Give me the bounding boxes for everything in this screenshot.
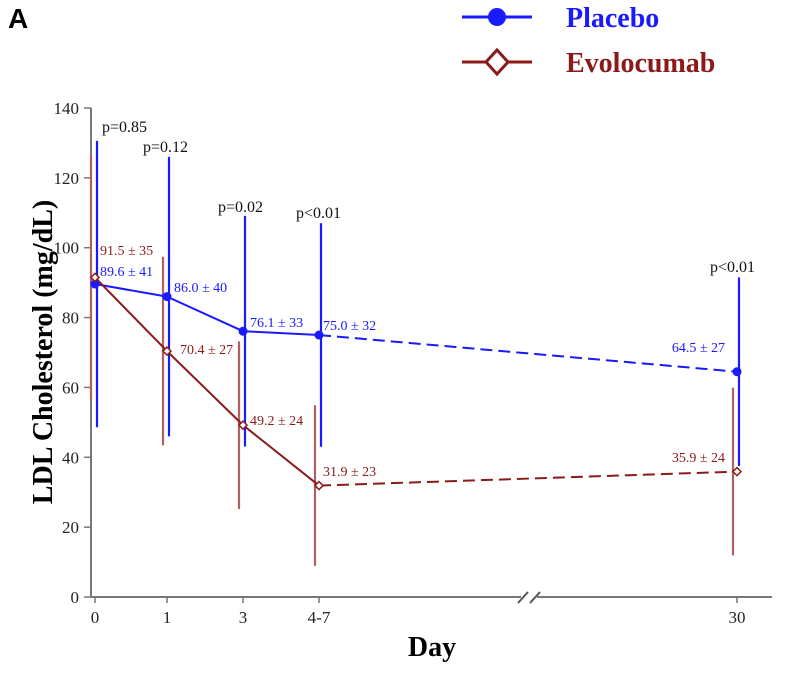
placebo-data-label: 75.0 ± 32 (323, 319, 376, 334)
y-tick-label: 140 (54, 99, 80, 118)
p-value-label: p<0.01 (710, 259, 755, 276)
legend: Placebo Evolocumab (462, 3, 715, 79)
evolocumab-data-label: 91.5 ± 35 (100, 244, 153, 259)
series-line-segment (94, 276, 168, 352)
evolocumab-point (313, 480, 325, 491)
legend-placebo-label: Placebo (566, 3, 659, 34)
axis-break-icon (517, 591, 541, 604)
filled-circle-icon (488, 8, 506, 26)
open-diamond-icon (483, 47, 511, 77)
y-tick-label: 120 (54, 169, 80, 188)
x-tick-label: 30 (729, 608, 746, 627)
placebo-data-label: 64.5 ± 27 (672, 341, 725, 356)
placebo-point (314, 330, 324, 340)
legend-item-evolocumab: Evolocumab (462, 47, 715, 79)
evolocumab-data-label: 70.4 ± 27 (180, 343, 233, 358)
series-line-segment (242, 424, 320, 487)
placebo-data-label: 76.1 ± 33 (250, 316, 303, 331)
placebo-point (162, 292, 172, 302)
evolocumab-point (237, 420, 249, 431)
y-ticks: 0 20 40 60 80 100 120 140 (54, 99, 91, 607)
evolocumab-data-label: 49.2 ± 24 (250, 414, 303, 429)
panel-label: A (8, 3, 28, 34)
evolocumab-point (161, 346, 173, 357)
y-tick-label: 80 (62, 309, 79, 328)
placebo-point (238, 326, 248, 336)
legend-evolocumab-label: Evolocumab (566, 48, 715, 79)
y-tick-label: 20 (62, 518, 79, 537)
series-line-segment (166, 350, 244, 426)
p-value-label: p=0.02 (218, 199, 263, 216)
series-line-segment (318, 334, 738, 373)
p-value-label: p<0.01 (296, 205, 341, 222)
y-tick-label: 40 (62, 448, 79, 467)
evolocumab-data-label: 31.9 ± 23 (323, 465, 376, 480)
series-line-segment (242, 330, 320, 337)
placebo-point (732, 367, 742, 377)
x-tick-label: 0 (91, 608, 100, 627)
x-tick-label: 1 (163, 608, 172, 627)
y-tick-label: 0 (71, 588, 80, 607)
series-line-segment (166, 295, 244, 333)
x-tick-label: 3 (239, 608, 248, 627)
series-line-segment (318, 470, 738, 487)
evolocumab-point (731, 466, 743, 477)
series-markers (89, 272, 743, 491)
placebo-data-label: 89.6 ± 41 (100, 265, 153, 280)
evolocumab-data-label: 35.9 ± 24 (672, 451, 725, 466)
placebo-data-label: 86.0 ± 40 (174, 281, 227, 296)
legend-item-placebo: Placebo (462, 3, 659, 34)
x-ticks: 0 1 3 4-7 30 (91, 597, 746, 627)
p-value-label: p=0.12 (143, 139, 188, 156)
series-lines (94, 276, 738, 487)
y-axis-title: LDL Cholesterol (mg/dL) (28, 200, 59, 504)
evolocumab-point (89, 272, 101, 283)
p-value-label: p=0.85 (102, 119, 147, 136)
p-value-annotations: p=0.85 p=0.12 p=0.02 p<0.01 p<0.01 (102, 119, 755, 276)
series-line-segment (94, 283, 168, 298)
y-tick-label: 60 (62, 378, 79, 397)
x-axis-title: Day (408, 632, 456, 663)
placebo-point (90, 279, 100, 289)
data-labels: 89.6 ± 41 86.0 ± 40 76.1 ± 33 75.0 ± 32 64.5… (100, 244, 725, 480)
y-tick-label: 100 (54, 239, 80, 258)
x-tick-label: 4-7 (308, 608, 331, 627)
